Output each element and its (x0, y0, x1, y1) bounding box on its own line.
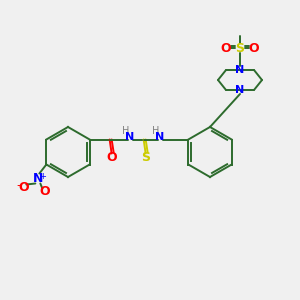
Text: H: H (152, 125, 159, 136)
Text: -: - (16, 179, 21, 192)
Text: N: N (155, 131, 164, 142)
Text: O: O (18, 181, 29, 194)
Text: S: S (141, 151, 150, 164)
Text: H: H (122, 125, 129, 136)
Text: N: N (33, 172, 43, 185)
Text: N: N (236, 85, 244, 95)
Text: S: S (236, 41, 244, 55)
Text: N: N (125, 131, 134, 142)
Text: N: N (236, 65, 244, 75)
Text: O: O (221, 41, 231, 55)
Text: +: + (39, 172, 46, 181)
Text: O: O (39, 185, 50, 198)
Text: O: O (249, 41, 259, 55)
Text: O: O (106, 151, 117, 164)
